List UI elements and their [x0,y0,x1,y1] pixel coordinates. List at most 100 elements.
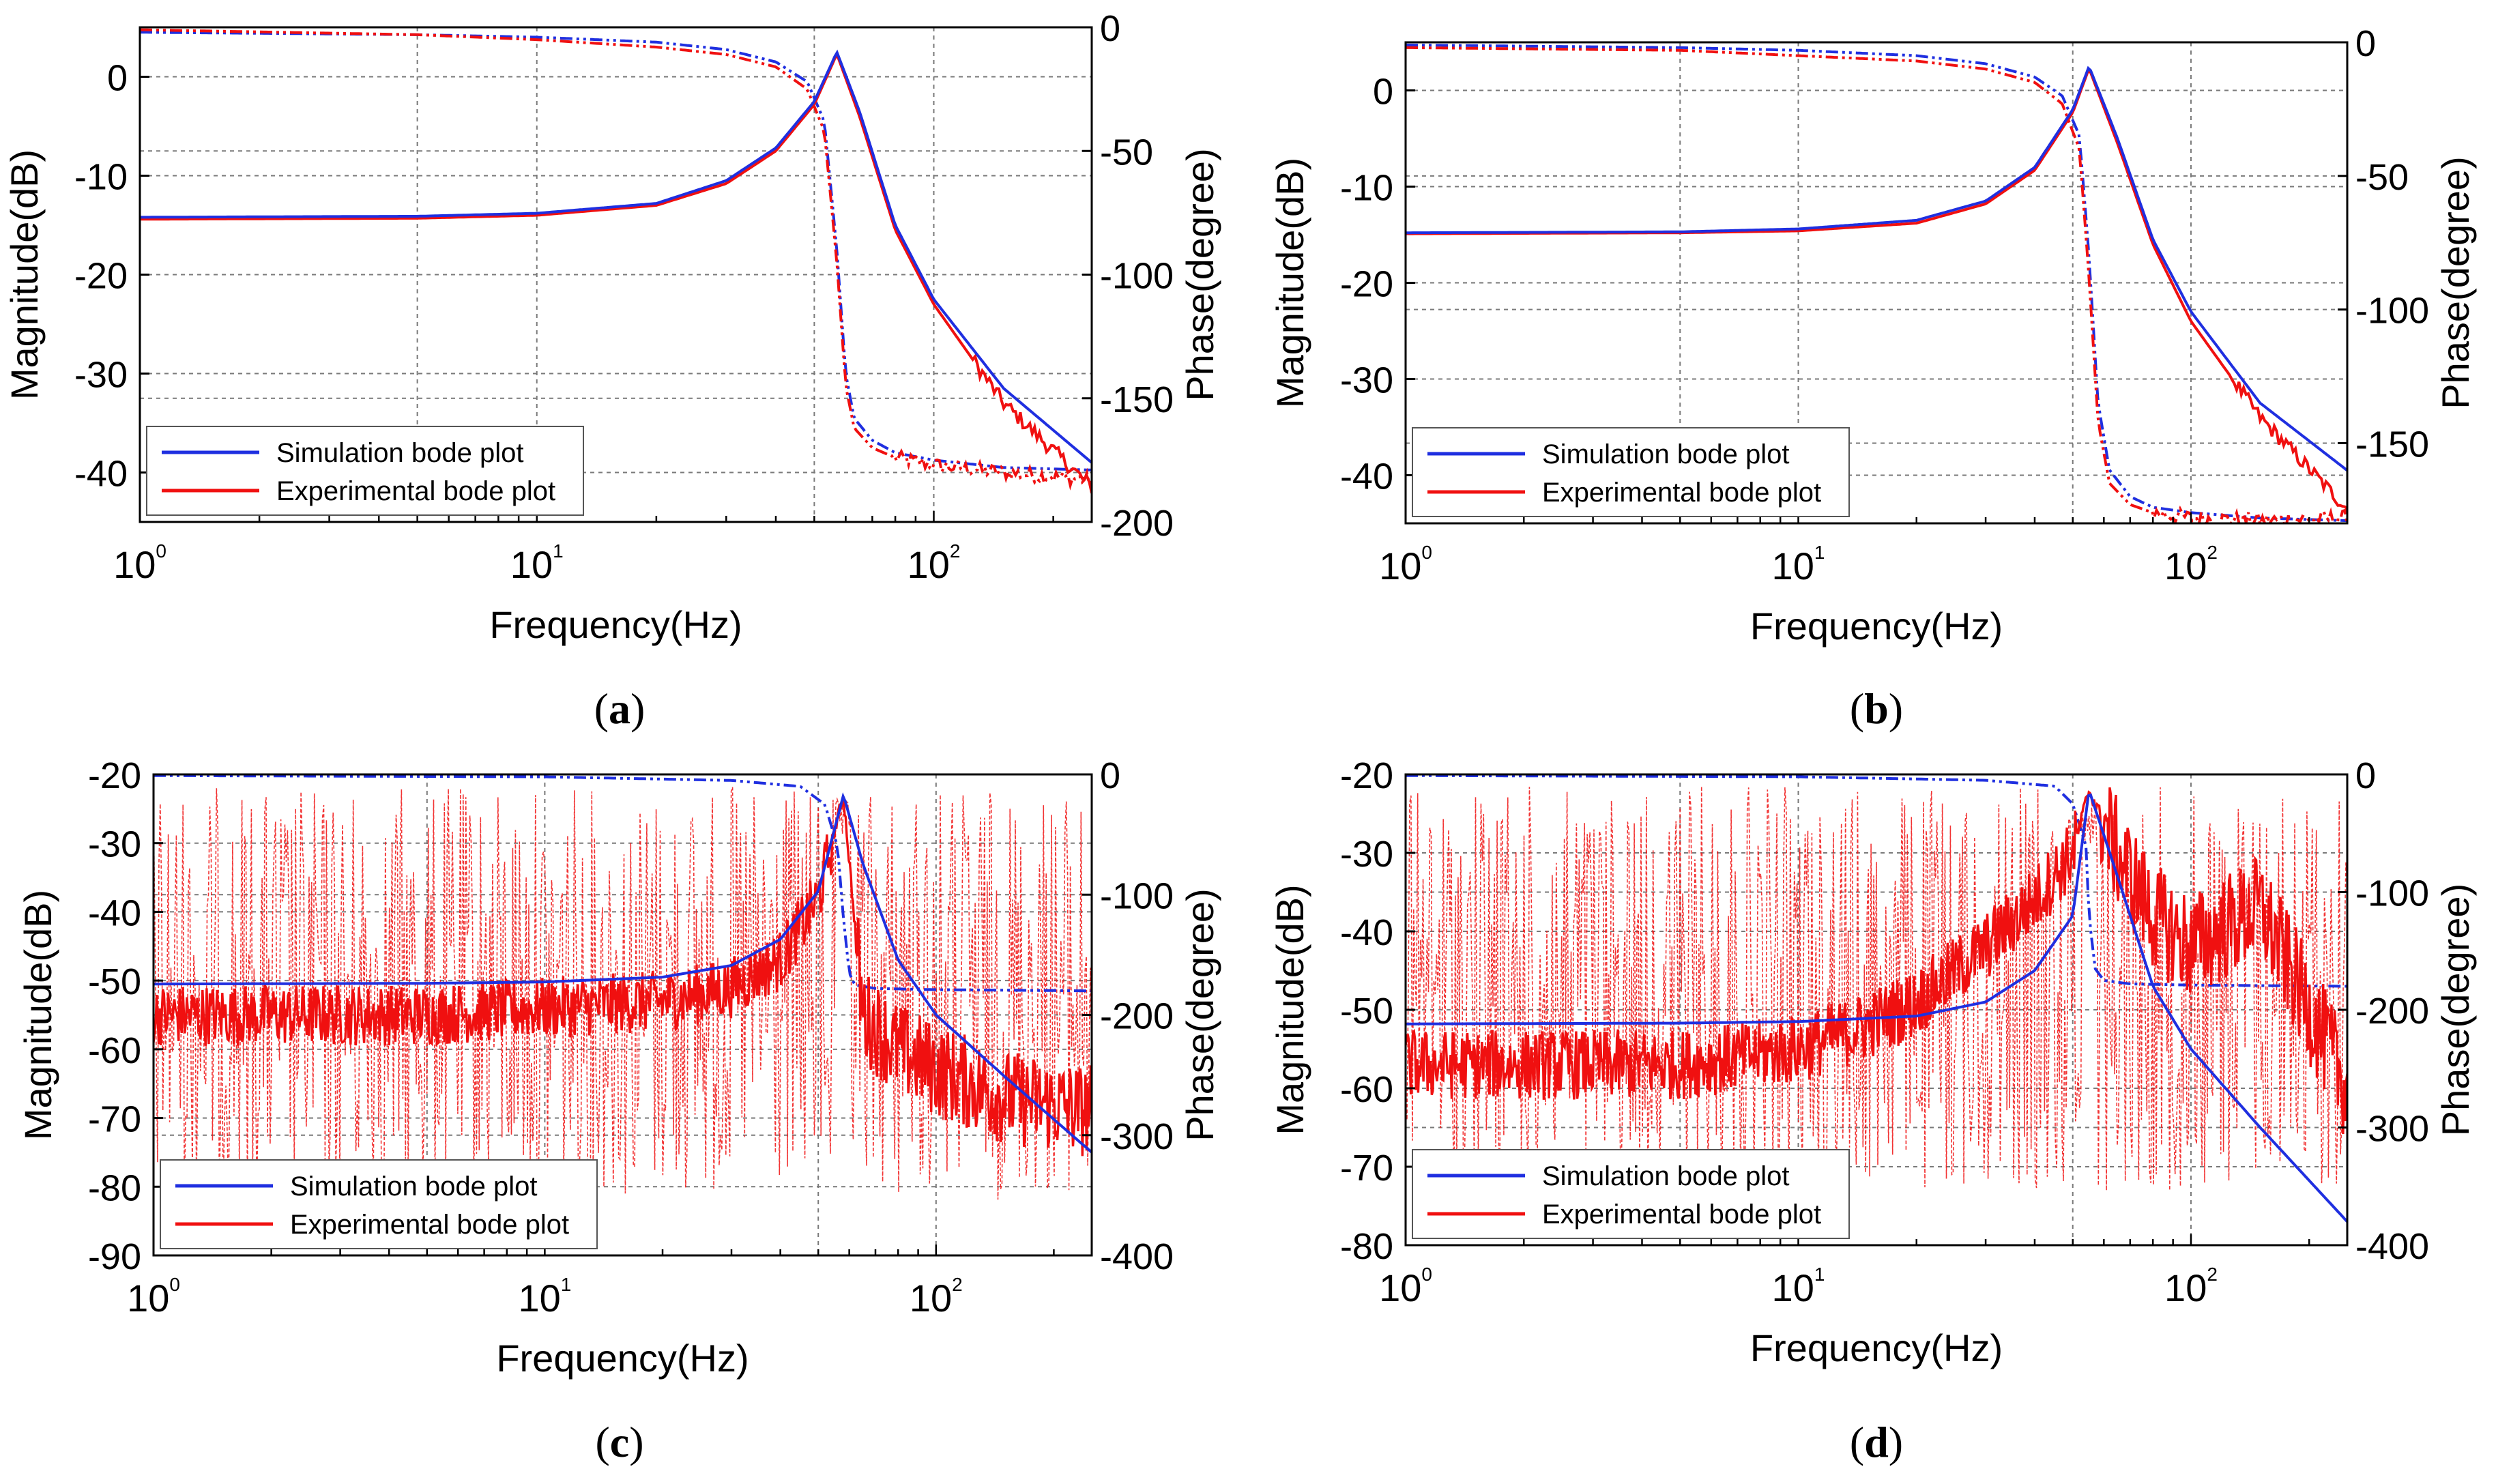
legend-box [1412,427,1850,517]
y-axis-label-right: Phase(degree) [2434,156,2477,409]
grid [140,27,1092,522]
series-simulation-phase [1406,43,2347,523]
legend-box [146,426,584,516]
x-axis-label: Frequency(Hz) [1750,1326,2003,1369]
series-simulation-magnitude [1406,66,2347,472]
series-simulation-phase [140,31,1092,471]
legend: Simulation bode plot Experimental bode pl… [160,1159,598,1249]
legend: Simulation bode plot Experimental bode pl… [1412,1149,1850,1239]
tick-label-bottom: 102 [2164,542,2218,587]
legend-label-simulation: Simulation bode plot [1542,1161,1789,1191]
bode-panel-a: 0 -10 -20 -30 -40 0 -50 -100 -150 -200 100 101 102 Fr… [3,8,1221,646]
panel-caption-d: (d) [1850,1418,1903,1466]
tick-label-left: -20 [1340,264,1393,305]
tick-label-left: -30 [74,355,128,396]
tick-label-bottom: 100 [113,540,166,586]
tick-label-left: -20 [74,256,128,297]
plot-area [1406,774,2347,1223]
series-experimental-phase [1406,786,2347,1193]
y-axis-label-left: Magnitude(dB) [16,890,59,1140]
tick-label-right: -300 [2355,1109,2429,1150]
tick-label-right: -100 [1100,256,1174,297]
series-experimental-phase [140,28,1092,491]
legend-label-experimental: Experimental bode plot [1542,478,1821,508]
plot-area [154,774,1092,1201]
tick-label-right: -50 [1100,132,1153,173]
tick-label-left: -40 [74,454,128,495]
tick-label-right: -200 [1100,996,1174,1037]
x-axis-label: Frequency(Hz) [489,603,742,646]
series-simulation-phase [154,774,1092,993]
y-axis-label-left: Magnitude(dB) [1268,884,1311,1135]
legend-label-experimental: Experimental bode plot [1542,1199,1821,1230]
y-axis-label-left: Magnitude(dB) [1268,158,1311,408]
tick-label-right: -150 [1100,379,1174,420]
legend-label-simulation: Simulation bode plot [1542,439,1789,469]
tick-label-left: -30 [1340,834,1393,875]
tick-label-left: -80 [88,1167,141,1208]
tick-label-left: -70 [88,1099,141,1140]
tick-label-right: -400 [2355,1226,2429,1267]
series-simulation-magnitude [154,792,1092,1154]
panel-caption-b: (b) [1850,684,1903,733]
bode-panel-d: -20 -30 -40 -50 -60 -70 -80 0 -100 -200 -300 -400 10… [1268,755,2477,1369]
tick-label-left: -10 [74,157,128,198]
series-simulation-magnitude [1406,793,2347,1223]
plot-area [140,28,1092,494]
tick-label-bottom: 101 [1772,1264,1825,1309]
tick-label-left: -70 [1340,1148,1393,1189]
tick-label-left: -60 [1340,1069,1393,1110]
legend: Simulation bode plot Experimental bode pl… [1412,427,1850,517]
series-experimental-magnitude [1406,787,2347,1135]
x-axis-label: Frequency(Hz) [1750,605,2003,648]
tick-label-right: -400 [1100,1236,1174,1277]
y-axis-label-right: Phase(degree) [1178,888,1221,1141]
tick-label-left: -30 [1340,360,1393,401]
legend-label-simulation: Simulation bode plot [290,1172,537,1202]
tick-label-left: -40 [1340,456,1393,497]
tick-label-bottom: 102 [908,540,961,586]
tick-label-left: -50 [1340,991,1393,1032]
legend-box [160,1159,598,1249]
series-experimental-phase [1406,46,2347,523]
tick-label-right: -200 [2355,991,2429,1032]
tick-label-left: 0 [1373,72,1393,113]
legend-box [1412,1149,1850,1239]
tick-label-right: 0 [2355,755,2376,796]
tick-label-left: -40 [88,892,141,933]
tick-label-left: -50 [88,961,141,1002]
y-axis-label-left: Magnitude(dB) [3,149,46,400]
plot-area [1406,43,2347,523]
legend: Simulation bode plot Experimental bode pl… [146,426,584,516]
tick-label-bottom: 100 [1379,542,1432,587]
tick-label-left: -10 [1340,168,1393,209]
tick-label-bottom: 101 [518,1274,571,1320]
tick-label-bottom: 102 [910,1274,963,1320]
legend-label-experimental: Experimental bode plot [290,1210,569,1240]
tick-label-right: -300 [1100,1116,1174,1157]
tick-label-right: -150 [2355,424,2429,465]
bode-panel-c: -20 -30 -40 -50 -60 -70 -80 -90 0 -100 -200 -300 -40… [16,755,1221,1380]
tick-label-right: 0 [1100,755,1120,796]
tick-label-bottom: 100 [1379,1264,1432,1309]
tick-label-right: -100 [1100,875,1174,916]
y-axis-label-right: Phase(degree) [2434,884,2477,1136]
tick-label-right: 0 [1100,8,1120,49]
tick-label-left: -20 [1340,755,1393,796]
x-axis-label: Frequency(Hz) [496,1337,749,1380]
bode-panel-b: 0 -10 -20 -30 -40 0 -50 -100 -150 100 101 102 Freque… [1268,23,2477,648]
tick-label-bottom: 100 [127,1274,180,1320]
tick-label-right: -200 [1100,503,1174,544]
legend-label-experimental: Experimental bode plot [276,476,555,506]
series-experimental-magnitude [140,51,1092,494]
legend-label-simulation: Simulation bode plot [276,438,523,468]
panel-caption-a: (a) [594,684,645,733]
panel-caption-c: (c) [595,1418,643,1466]
tick-label-bottom: 101 [510,540,564,586]
tick-label-left: -20 [88,755,141,796]
tick-label-right: 0 [2355,23,2376,64]
tick-label-left: -40 [1340,912,1393,953]
tick-label-left: 0 [107,58,128,99]
y-axis-label-right: Phase(degree) [1178,148,1221,401]
